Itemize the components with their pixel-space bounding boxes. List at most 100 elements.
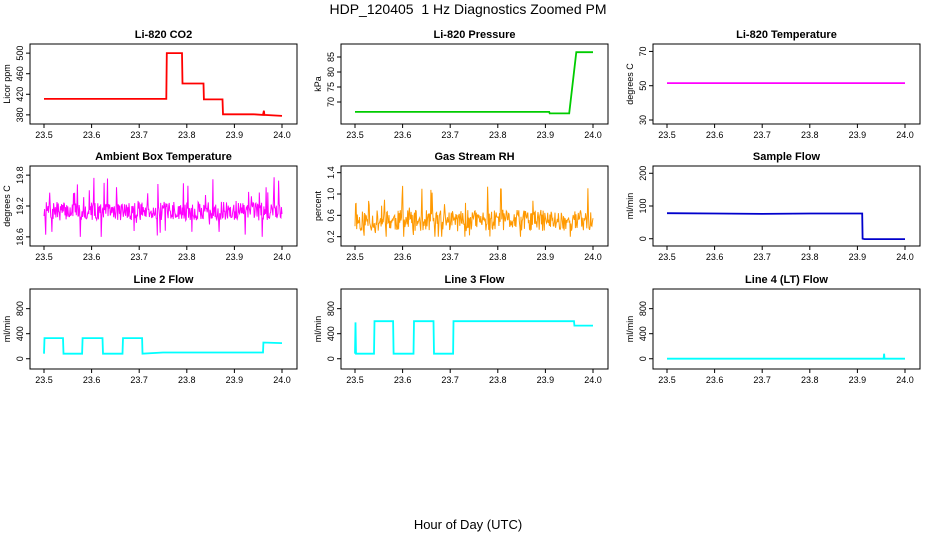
data-series-line [355,51,593,115]
y-tick-label: 0 [638,356,648,361]
panel-title: Gas Stream RH [434,151,514,163]
figure-title: HDP_120405 1 Hz Diagnostics Zoomed PM [329,1,607,17]
x-tick-label: 23.7 [130,130,148,140]
y-axis-label: kPa [313,76,323,92]
x-tick-label: 23.9 [537,252,555,262]
x-tick-label: 23.5 [658,130,676,140]
x-tick-label: 23.5 [658,252,676,262]
x-tick-label: 23.5 [35,375,53,385]
chart-panel-4: Ambient Box Temperature 23.5 23.6 23.7 23.8 2… [2,151,298,262]
y-axis-label: ml/min [2,316,12,343]
plot-frame [652,43,921,125]
y-tick-label: 800 [638,301,648,316]
y-tick-label: 1.4 [326,166,336,179]
data-series-line [666,212,905,241]
x-tick-label: 23.8 [801,375,819,385]
data-series-line [667,353,905,360]
y-tick-label: 70 [326,97,336,107]
panel-title: Ambient Box Temperature [95,151,232,163]
x-tick-label: 23.8 [489,130,507,140]
x-tick-label: 23.6 [83,252,101,262]
x-tick-label: 24.0 [896,252,914,262]
y-axis-label: percent [313,190,323,221]
y-tick-label: 0 [638,236,648,241]
y-tick-label: 400 [15,326,25,341]
x-tick-label: 24.0 [273,252,291,262]
x-tick-label: 24.0 [273,375,291,385]
y-axis-label: ml/min [625,316,635,343]
chart-panel-8: Line 3 Flow 23.5 23.6 23.7 23.8 23.9 24.0 0 400 8… [313,274,609,385]
x-tick-label: 23.8 [801,130,819,140]
panel-title: Sample Flow [753,151,821,163]
x-tick-label: 23.7 [130,375,148,385]
y-tick-label: 19.8 [15,166,25,184]
y-tick-label: 1.0 [326,188,336,201]
x-tick-label: 23.7 [753,375,771,385]
x-axis-caption: Hour of Day (UTC) [413,517,523,532]
y-axis-label: ml/min [625,193,635,220]
y-tick-label: 800 [326,301,336,316]
y-tick-label: 85 [326,52,336,62]
y-tick-label: 460 [15,66,25,81]
y-tick-label: 80 [326,67,336,77]
x-tick-label: 24.0 [584,130,602,140]
panel-title: Line 4 (LT) Flow [745,274,828,286]
x-tick-label: 23.6 [83,130,101,140]
chart-panel-6: Sample Flow 23.5 23.6 23.7 23.8 23.9 24.0 0 100 2… [625,151,921,262]
chart-panel-3: Li-820 Temperature 23.5 23.6 23.7 23.8 23.9 24… [625,29,921,140]
x-tick-label: 23.8 [178,252,196,262]
x-tick-label: 24.0 [584,375,602,385]
x-tick-label: 23.9 [537,130,555,140]
panel-title: Line 2 Flow [134,274,194,286]
x-tick-label: 23.7 [441,252,459,262]
x-tick-label: 23.7 [130,252,148,262]
y-tick-label: 70 [638,46,648,56]
chart-panel-7: Line 2 Flow 23.5 23.6 23.7 23.8 23.9 24.0 0 400 8… [2,274,298,385]
y-tick-label: 0.2 [326,230,336,243]
data-series-line [43,337,283,355]
x-tick-label: 23.6 [83,375,101,385]
x-tick-label: 23.9 [226,375,244,385]
x-tick-label: 23.5 [35,130,53,140]
chart-panel-5: Gas Stream RH 23.5 23.6 23.7 23.8 23.9 24.0 0.2… [313,151,609,262]
data-series-line [43,177,283,237]
x-tick-label: 23.6 [394,130,412,140]
plot-frame [29,288,298,370]
x-tick-label: 23.6 [706,252,724,262]
data-series-line [354,185,594,237]
x-tick-label: 24.0 [273,130,291,140]
chart-panel-9: Line 4 (LT) Flow 23.5 23.6 23.7 23.8 23.9 24.0… [625,274,921,385]
x-tick-label: 23.8 [801,252,819,262]
plot-frame [652,288,921,370]
x-tick-label: 23.5 [35,252,53,262]
x-tick-label: 23.6 [706,130,724,140]
x-tick-label: 23.5 [346,375,364,385]
y-tick-label: 0 [15,356,25,361]
plot-frame [340,43,609,125]
plot-frame [652,165,921,247]
x-tick-label: 23.8 [178,130,196,140]
x-tick-label: 24.0 [584,252,602,262]
x-tick-label: 23.7 [753,130,771,140]
panel-title: Li-820 Temperature [736,29,837,41]
plot-frame [340,288,609,370]
y-tick-label: 380 [15,107,25,122]
x-tick-label: 23.9 [849,130,867,140]
panel-title: Li-820 CO2 [135,29,192,41]
y-tick-label: 0 [326,356,336,361]
y-tick-label: 100 [638,198,648,213]
y-tick-label: 400 [638,326,648,341]
y-tick-label: 800 [15,301,25,316]
y-tick-label: 420 [15,87,25,102]
x-tick-label: 23.8 [178,375,196,385]
x-tick-label: 23.9 [226,252,244,262]
y-axis-label: degrees C [2,185,12,227]
panel-title: Li-820 Pressure [434,29,516,41]
data-series-line [354,320,593,355]
chart-panel-1: Li-820 CO2 23.5 23.6 23.7 23.8 23.9 24.0 380 420… [2,29,298,140]
x-tick-label: 23.9 [849,252,867,262]
x-tick-label: 23.8 [489,375,507,385]
x-tick-label: 23.5 [346,252,364,262]
y-tick-label: 75 [326,82,336,92]
